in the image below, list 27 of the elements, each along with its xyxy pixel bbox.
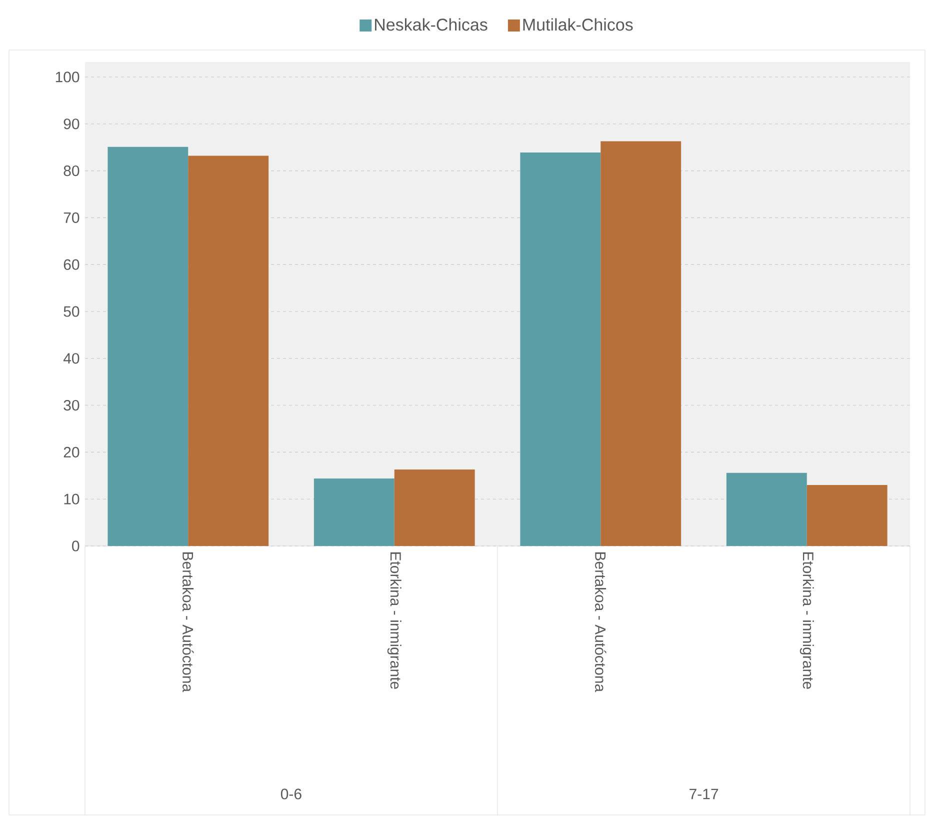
text: 7-17 (690, 788, 718, 800)
bar (600, 141, 682, 546)
x-tick-label: Etorkina - inmigrante (387, 552, 402, 689)
y-tick-label: 80 (64, 165, 80, 176)
y-tick-label: 10 (64, 494, 80, 504)
bar (394, 470, 475, 546)
y-tick-label: 100 (56, 72, 80, 82)
y-tick-label: 70 (64, 212, 80, 223)
y-tick-label: 0 (72, 540, 80, 552)
x-tick-label: Bertakoa - Autóctona (595, 552, 606, 692)
y-tick-label: 60 (64, 259, 80, 270)
bar (314, 478, 394, 546)
y-tick-label: 40 (63, 353, 80, 364)
y-tick-label: 50 (64, 306, 80, 317)
bar (520, 152, 601, 546)
legend-label: Neskak-Chicas (375, 18, 488, 31)
bar (108, 146, 188, 546)
x-tick-label: Bertakoa - Autóctona (182, 552, 194, 692)
y-tick-label: 90 (64, 118, 80, 130)
x-tick-label: Etorkina - inmigrante (800, 552, 814, 689)
y-tick-label: 20 (64, 446, 80, 458)
text: 0-6 (280, 788, 302, 800)
legend-label: Mutilak-Chicos (523, 18, 633, 31)
bar (806, 485, 888, 546)
bar (726, 472, 807, 546)
bar (188, 156, 269, 546)
y-tick-label: 30 (64, 400, 80, 411)
